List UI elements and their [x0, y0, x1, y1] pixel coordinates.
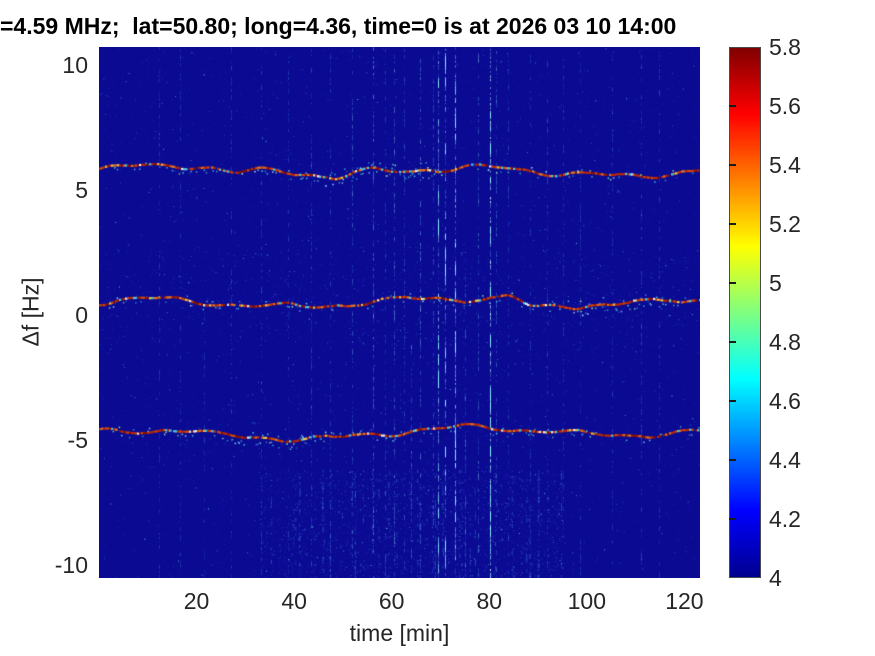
colorbar-tick-mark [729, 105, 736, 107]
plot-area [99, 47, 700, 578]
x-tick-label: 100 [567, 588, 606, 614]
y-tick-label: 5 [75, 177, 88, 203]
colorbar-tick-mark [729, 164, 736, 166]
colorbar-tick-label: 5.8 [769, 34, 801, 60]
colorbar-tick-mark [729, 341, 736, 343]
colorbar-tick-label: 5.2 [769, 211, 801, 237]
y-tick-label: -5 [67, 427, 88, 453]
y-tick-label: 0 [75, 302, 88, 328]
colorbar-tick-mark [729, 223, 736, 225]
x-tick-label: 60 [378, 588, 405, 614]
colorbar-tick-label: 5.4 [769, 152, 801, 178]
x-tick-label: 40 [281, 588, 307, 614]
colorbar-tick-mark [729, 518, 736, 520]
colorbar [729, 47, 761, 578]
colorbar-tick-label: 4 [769, 565, 782, 591]
colorbar-tick-mark [729, 400, 736, 402]
chart-title: =4.59 MHz; lat=50.80; long=4.36, time=0 … [0, 13, 677, 39]
x-tick-label: 20 [183, 588, 210, 614]
x-axis-label: time [min] [349, 620, 450, 646]
colorbar-tick-label: 4.6 [769, 388, 801, 414]
colorbar-tick-label: 4.4 [769, 447, 801, 473]
colorbar-tick-label: 4.8 [769, 329, 801, 355]
x-tick-label: 80 [476, 588, 503, 614]
y-tick-label: 10 [62, 52, 88, 78]
y-tick-label: -10 [54, 552, 88, 578]
colorbar-tick-label: 4.2 [769, 506, 801, 532]
x-tick-label: 120 [665, 588, 704, 614]
spectrogram-canvas [99, 47, 700, 578]
colorbar-tick-label: 5 [769, 270, 782, 296]
colorbar-tick-label: 5.6 [769, 93, 801, 119]
colorbar-tick-mark [729, 459, 736, 461]
colorbar-tick-mark [729, 282, 736, 284]
